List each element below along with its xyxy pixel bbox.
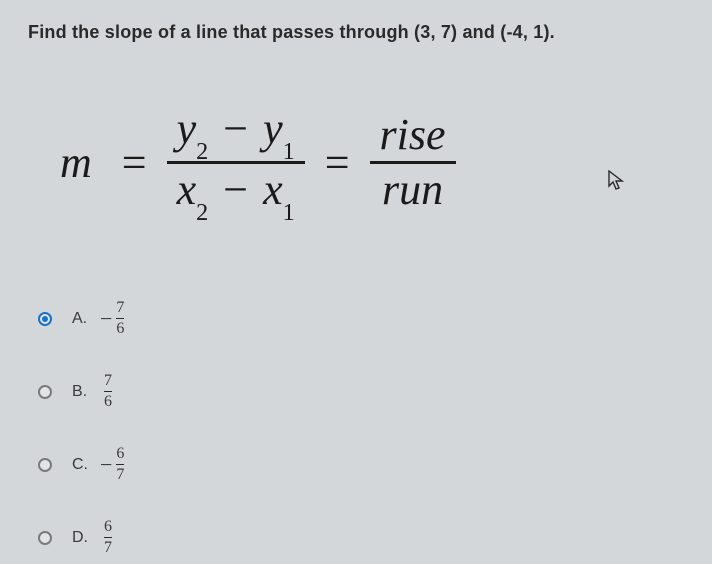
- option-a-letter: A.: [72, 310, 100, 328]
- option-a-den: 6: [116, 319, 124, 337]
- option-a[interactable]: A. − 7 6: [38, 300, 124, 337]
- formula-m: m: [60, 137, 92, 188]
- option-d-value: 6 7: [100, 519, 112, 556]
- radio-a[interactable]: [38, 312, 52, 326]
- option-c-value: − 6 7: [100, 446, 124, 483]
- option-c-letter: C.: [72, 456, 100, 474]
- x1-sub: 1: [283, 199, 295, 226]
- y1-var: y: [263, 104, 283, 153]
- option-a-neg: −: [100, 306, 112, 332]
- radio-c[interactable]: [38, 458, 52, 472]
- minus-1: −: [223, 104, 248, 153]
- radio-d[interactable]: [38, 531, 52, 545]
- question-text: Find the slope of a line that passes thr…: [28, 22, 555, 43]
- cursor-icon: [608, 170, 624, 198]
- formula-fraction-2: rise run: [370, 111, 456, 215]
- x1-var: x: [263, 165, 283, 214]
- x2-sub: 2: [196, 199, 208, 226]
- option-d-num: 6: [104, 519, 112, 537]
- radio-b[interactable]: [38, 385, 52, 399]
- option-c[interactable]: C. − 6 7: [38, 446, 124, 483]
- option-c-neg: −: [100, 452, 112, 478]
- formula-eq-1: =: [122, 137, 147, 188]
- slope-formula: m = y2 − y1 x2 − x1 = rise run: [60, 105, 462, 221]
- minus-2: −: [223, 165, 248, 214]
- option-d-letter: D.: [72, 529, 100, 547]
- formula-eq-2: =: [325, 137, 350, 188]
- option-c-num: 6: [116, 446, 124, 464]
- option-b-den: 6: [104, 392, 112, 410]
- x2-var: x: [177, 165, 197, 214]
- option-a-value: − 7 6: [100, 300, 124, 337]
- rise-label: rise: [370, 111, 456, 161]
- y2-sub: 2: [196, 138, 208, 165]
- option-c-den: 7: [116, 465, 124, 483]
- option-b-letter: B.: [72, 383, 100, 401]
- option-a-num: 7: [116, 300, 124, 318]
- run-label: run: [372, 164, 453, 214]
- answer-options: A. − 7 6 B. 7 6 C. − 6: [38, 300, 124, 564]
- formula-fraction-1: y2 − y1 x2 − x1: [167, 105, 305, 221]
- y1-sub: 1: [283, 138, 295, 165]
- option-b-value: 7 6: [100, 373, 112, 410]
- option-d-den: 7: [104, 538, 112, 556]
- option-b[interactable]: B. 7 6: [38, 373, 124, 410]
- y2-var: y: [177, 104, 197, 153]
- option-d[interactable]: D. 6 7: [38, 519, 124, 556]
- option-b-num: 7: [104, 373, 112, 391]
